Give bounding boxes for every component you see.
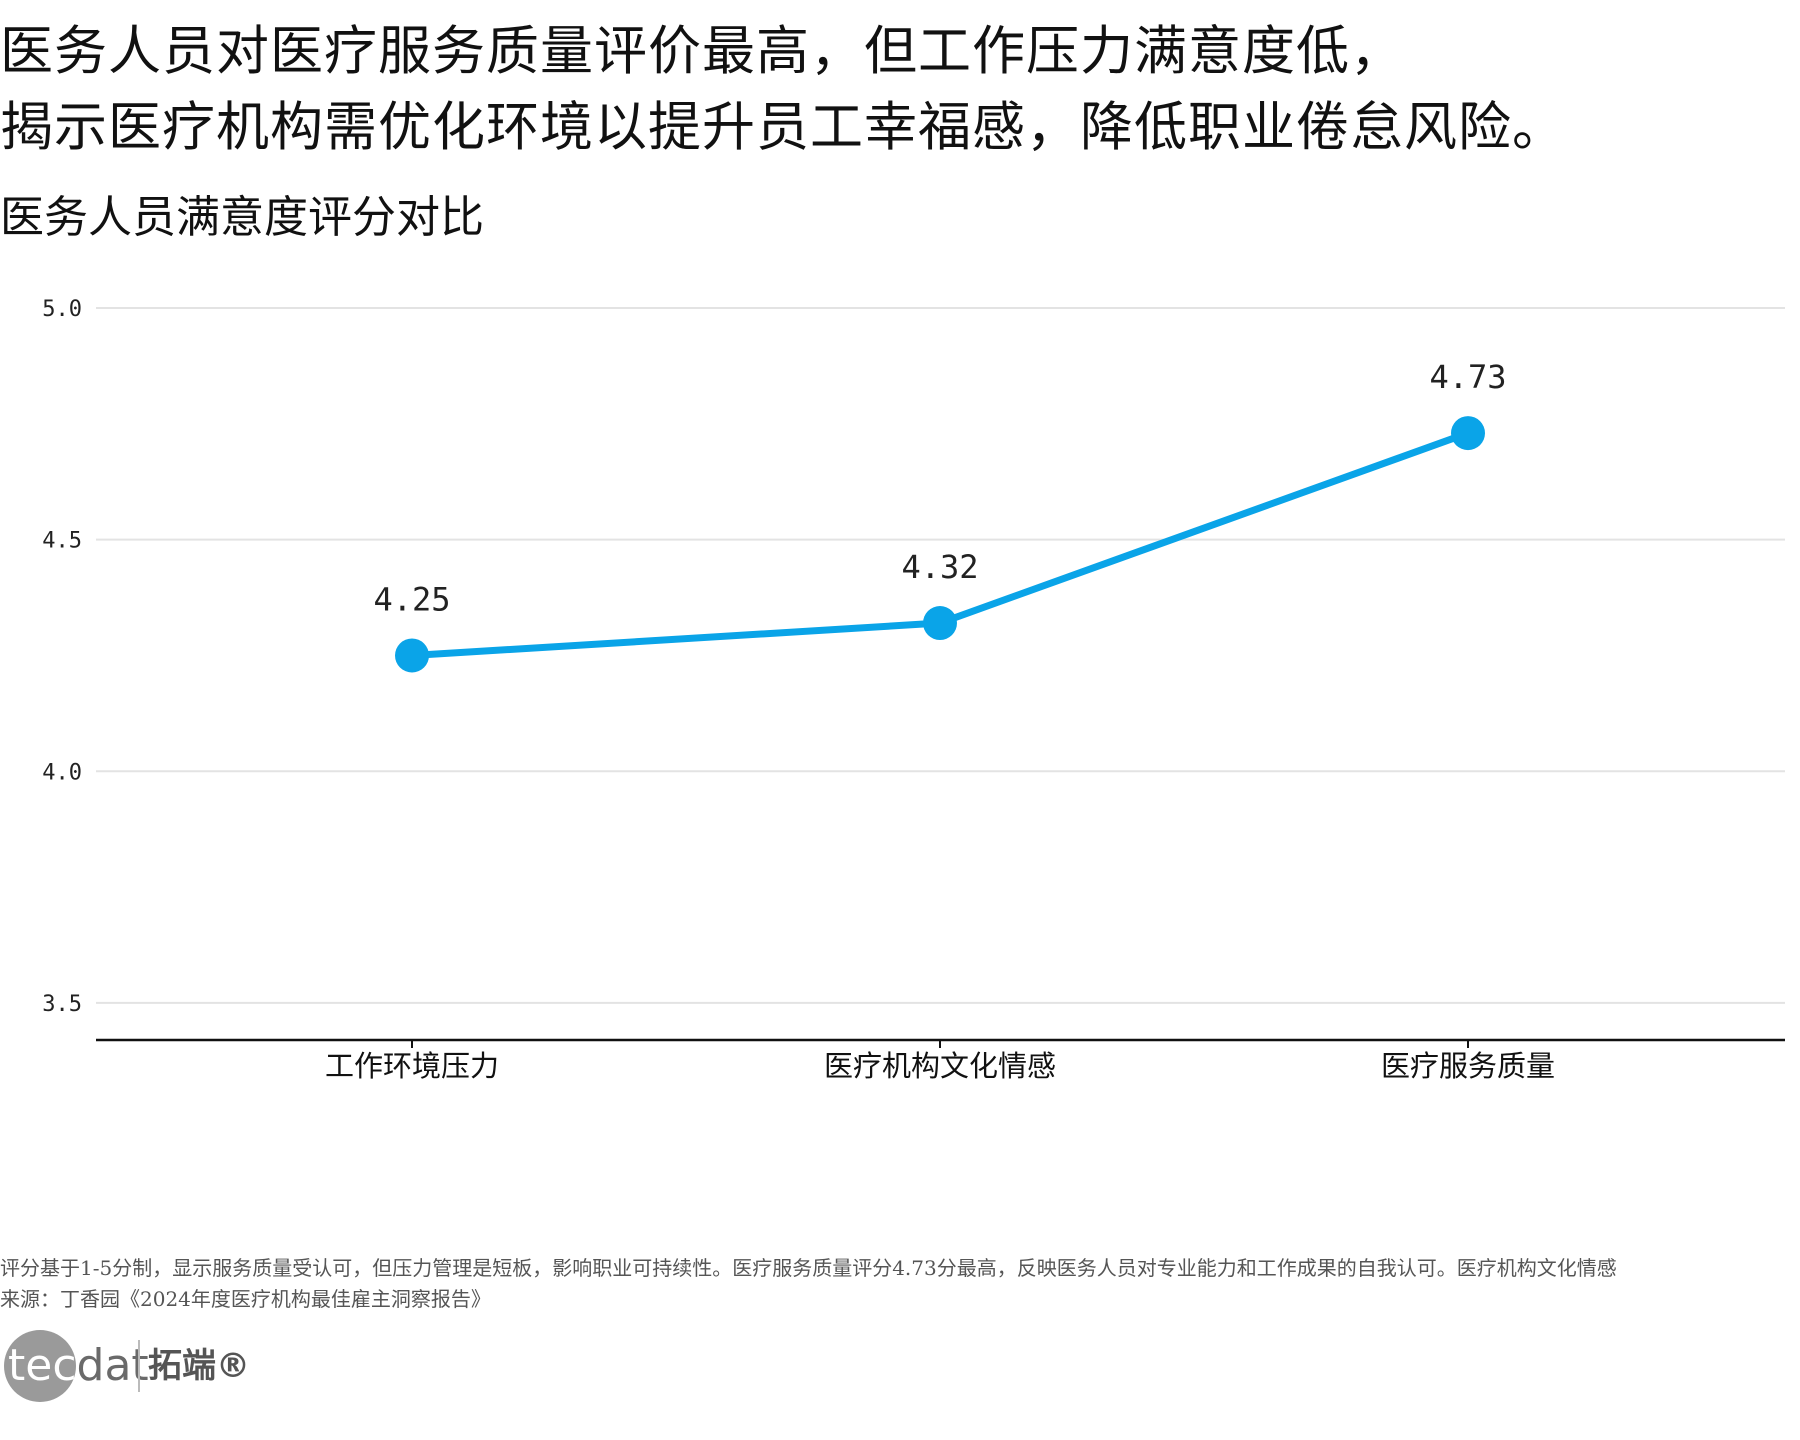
y-tick-label: 3.5: [42, 992, 82, 1017]
y-axis-ticks: 3.5 4.0 4.5 5.0: [42, 297, 82, 1017]
logo-circle-icon: [4, 1330, 76, 1402]
logo-word-dat: dat: [76, 1340, 149, 1391]
gridlines: [96, 307, 1785, 1004]
brand-logo: tecdat 拓端®: [4, 1328, 304, 1404]
logo-divider: [138, 1340, 140, 1392]
source-note: 来源：丁香园《2024年度医疗机构最佳雇主洞察报告》: [0, 1287, 491, 1311]
y-tick-label: 4.0: [42, 760, 82, 785]
footnote: 评分基于1-5分制，显示服务质量受认可，但压力管理是短板，影响职业可持续性。医疗…: [0, 1256, 1617, 1280]
x-tick-label: 医疗机构文化情感: [824, 1049, 1056, 1083]
y-tick-label: 4.5: [42, 529, 82, 554]
logo-wordmark: tecdat: [8, 1334, 149, 1398]
series: [395, 416, 1485, 673]
data-point: [395, 638, 429, 673]
line-chart: 3.54.04.55.0 工作环境压力 医疗机构文化情感 医疗服务质量 4.254.…: [42, 297, 1785, 1083]
chart-subtitle: 医务人员满意度评分对比: [0, 192, 484, 243]
y-tick-label: 5.0: [42, 297, 82, 322]
data-point: [1451, 416, 1485, 451]
logo-chinese-name: 拓端®: [148, 1346, 250, 1386]
data-label: 4.73: [1429, 358, 1506, 396]
data-label: 4.32: [901, 548, 978, 586]
x-tick-label: 工作环境压力: [325, 1049, 499, 1083]
data-label: 4.25: [373, 580, 450, 618]
headline-line-2: 揭示医疗机构需优化环境以提升员工幸福感，降低职业倦怠风险。: [0, 97, 1566, 158]
logo-word-tec: tec: [8, 1340, 77, 1391]
data-labels: 4.25 4.32 4.73: [373, 358, 1506, 618]
x-tick-label: 医疗服务质量: [1381, 1049, 1555, 1083]
headline: 医务人员对医疗服务质量评价最高，但工作压力满意度低， 揭示医疗机构需优化环境以提…: [0, 14, 1790, 166]
x-axis-ticks: 工作环境压力 医疗机构文化情感 医疗服务质量: [325, 1040, 1555, 1083]
data-point: [923, 606, 957, 641]
headline-line-1: 医务人员对医疗服务质量评价最高，但工作压力满意度低，: [0, 21, 1404, 82]
